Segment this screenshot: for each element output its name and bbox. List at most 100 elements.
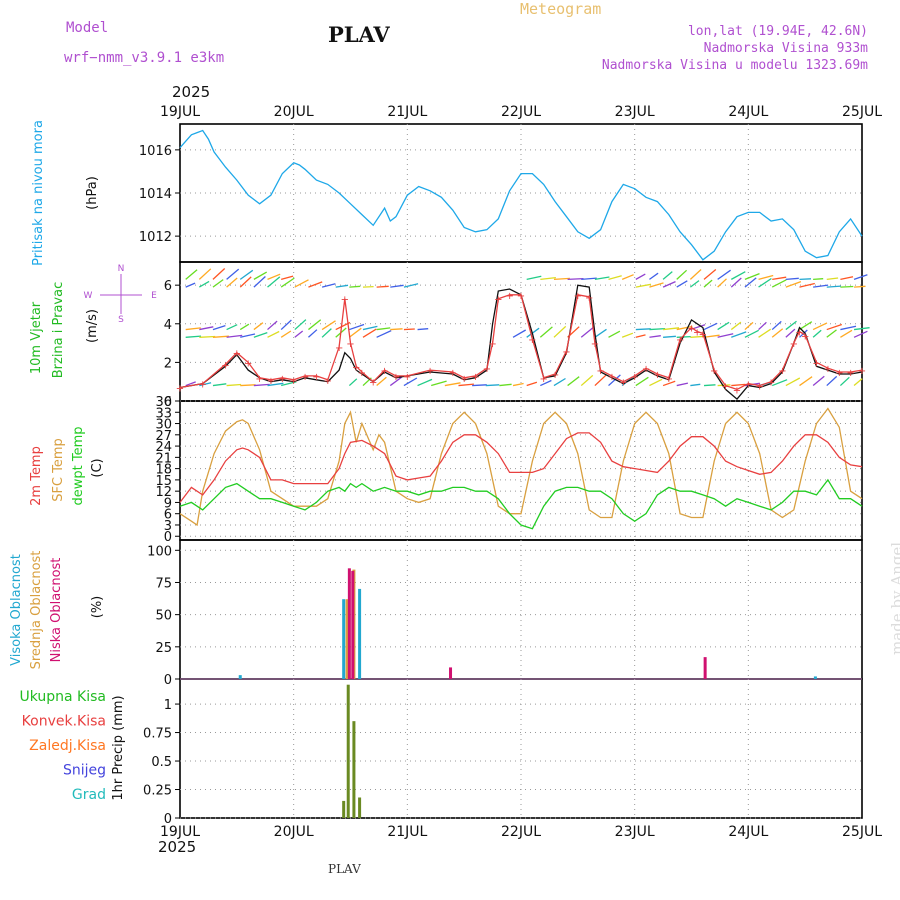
wind-gust-line-marker: + [540,374,548,385]
compass-south: S [118,315,124,325]
wind-barb [417,328,429,331]
wind-barb [526,381,538,387]
wind-barb [785,328,796,338]
wind-barb [185,269,198,280]
wind-gust-line-marker: + [392,372,400,383]
y-tick-label: 2 [164,356,172,371]
wind-barb [280,319,292,331]
wind-barb [690,335,706,338]
precip-bar [342,800,346,818]
time-axis-bottom-tick: 20JUL [274,824,314,840]
wind-barb [662,281,676,288]
wind-barb [853,274,868,280]
wind-barb [744,272,760,280]
wind-barb [349,285,361,288]
wind-barb [294,319,307,331]
wind-barb [267,276,281,288]
wind-barb [253,271,268,280]
wind-barb [567,376,580,387]
wind-barb [703,322,718,331]
wind-barb [267,382,284,387]
wind-barb [281,381,297,387]
wind-barb [185,327,201,331]
wind-barb [717,278,727,288]
wind-barb [731,331,747,338]
wind-barb [703,279,713,288]
wind-barb [362,328,377,338]
wind-barb [212,324,226,331]
wind-barb [730,271,746,280]
wind-gust-line-marker: + [642,364,650,375]
wind-barb [212,268,226,280]
y-tick-label: 6 [164,508,172,523]
wind-barb [240,333,256,338]
wind-barb [635,273,646,280]
compass-east: E [151,291,157,301]
wind-gust-line-marker: + [380,366,388,377]
cloud-bar-high [238,675,242,679]
cloud-bar-high [813,676,817,679]
wind-barb [663,327,680,331]
wind-barb [840,285,854,288]
y-tick-label: 18 [155,463,172,478]
wind-barb [840,329,853,338]
y-tick-label: 50 [155,609,172,624]
wind-gust-line-marker: + [244,358,252,369]
wind-gust-line-marker: + [551,370,559,381]
wind-barb [649,327,666,331]
wind-gust-line-marker: + [795,328,803,339]
precip-bar [358,797,362,818]
station-title: PLAV [328,22,390,47]
wind-barb [389,376,402,387]
precip-unit: 1hr Precip (mm) [111,695,126,800]
wind-barb [785,377,801,387]
wind-gust-line-marker: + [676,335,684,346]
wind-barb [540,379,552,387]
wind-barb [717,269,731,280]
wind-barb [212,279,224,288]
wind-barb [348,378,358,387]
wind-barb [239,276,252,288]
wind-gust-line-marker: + [221,360,229,371]
wind-gust-line-marker: + [488,339,496,350]
sfc-temp-label: SFC Temp [51,438,66,502]
wind-barb [253,322,264,331]
wind-barb [608,275,622,281]
wind-barb [349,323,365,331]
cloud-bar-low [347,568,351,679]
wind-barb [594,328,607,338]
temp-2m-label: 2m Temp [29,446,44,506]
wind-barb [199,335,216,338]
wind-gust-line-marker: + [790,339,798,350]
y-tick-label: 4 [164,318,172,333]
wind-gust-line [179,294,863,391]
wind-barb [226,277,238,288]
wind-barb [608,374,621,387]
wind-barb [635,334,646,338]
wind-unit: (m/s) [85,309,100,343]
compass-north: N [118,264,125,274]
wind-barb [717,333,734,338]
wind-barb [512,329,527,338]
wind-gust-line-marker: + [483,364,491,375]
wind-barb [635,283,652,288]
wind-barb [321,328,332,338]
y-tick-label: 1 [164,698,172,713]
wind-barb [840,325,857,331]
wind-barb [417,378,433,387]
wind-barb [689,280,700,288]
wind-barb [758,328,772,338]
y-tick-label: 27 [155,429,172,444]
wind-barb [403,328,415,331]
wind-gust-line-marker: + [778,366,786,377]
wind-barb [403,377,418,387]
wind-barb [703,384,716,387]
wind-barb [676,269,688,280]
wind-barb [663,335,676,338]
wind-barb [799,282,815,288]
wind-gust-line-marker: + [494,295,502,306]
wind-barb [771,279,787,288]
model-label: Model [66,20,109,36]
time-axis-bottom-tick: 25JUL [842,824,882,840]
cloud-bar-low [703,657,707,679]
